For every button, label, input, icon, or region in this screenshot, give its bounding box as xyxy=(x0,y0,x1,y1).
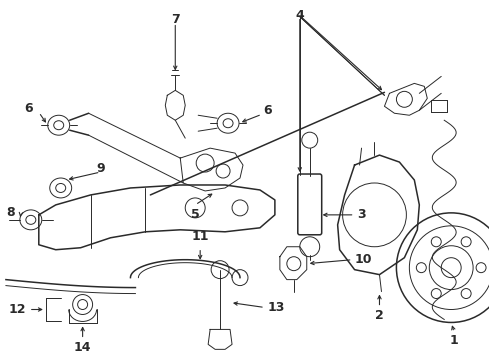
Text: 7: 7 xyxy=(171,13,180,26)
Text: 6: 6 xyxy=(264,104,272,117)
Text: 4: 4 xyxy=(295,9,304,22)
Text: 1: 1 xyxy=(450,334,459,347)
Text: 2: 2 xyxy=(375,310,384,323)
Text: 14: 14 xyxy=(74,341,91,354)
Text: 10: 10 xyxy=(355,253,372,266)
Text: 5: 5 xyxy=(191,208,199,221)
Text: 13: 13 xyxy=(268,301,285,314)
Text: 8: 8 xyxy=(6,206,15,219)
Text: 12: 12 xyxy=(9,303,26,316)
Text: 3: 3 xyxy=(358,208,366,221)
Text: 6: 6 xyxy=(24,102,33,115)
Text: 9: 9 xyxy=(96,162,105,175)
Text: 11: 11 xyxy=(192,230,209,243)
